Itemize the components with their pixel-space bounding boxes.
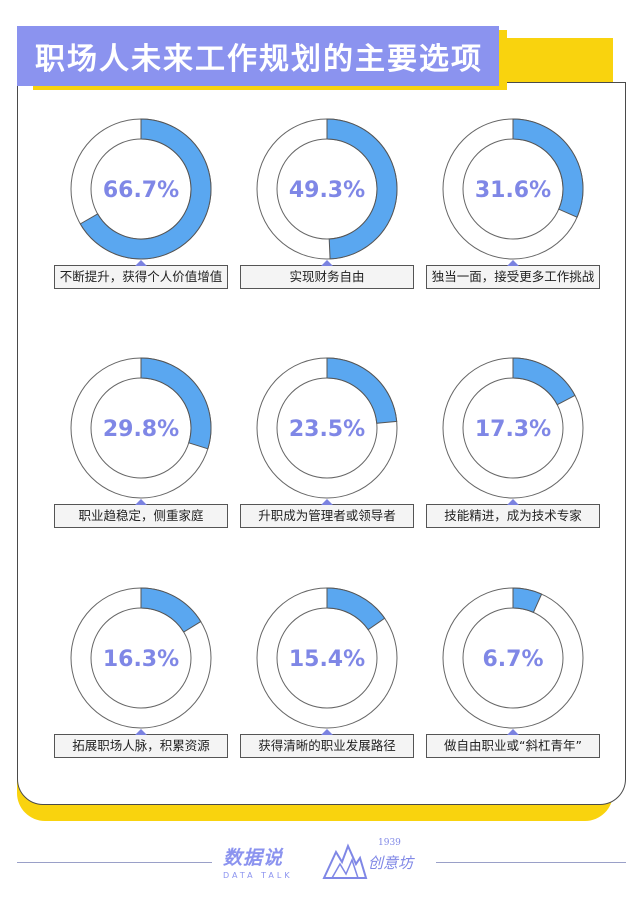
donut-chart: 17.3%: [442, 357, 584, 499]
brand-year: 1939: [378, 838, 401, 848]
brand-data-talk-subtitle: DATA TALK: [223, 871, 293, 880]
donut-category-label: 职业趋稳定，侧重家庭: [54, 504, 228, 528]
donut-arc: [326, 587, 386, 631]
label-pointer-icon: [135, 499, 147, 505]
donut-category-label: 获得清晰的职业发展路径: [240, 734, 414, 758]
label-pointer-icon: [507, 260, 519, 266]
label-pointer-icon: [321, 729, 333, 735]
label-pointer-icon: [135, 260, 147, 266]
donut-percent-label: 6.7%: [482, 647, 543, 672]
donut-label-box: 职业趋稳定，侧重家庭: [54, 499, 228, 530]
donut-label-box: 技能精进，成为技术专家: [426, 499, 600, 530]
donut-category-label: 不断提升，获得个人价值增值: [54, 265, 228, 289]
donut-percent-label: 16.3%: [103, 647, 179, 672]
donut-chart: 23.5%: [256, 357, 398, 499]
donut-item: 6.7% 做自由职业或“斜杠青年”: [426, 586, 600, 760]
brand-data-talk-name: 数据说: [223, 847, 284, 869]
donut-category-label: 技能精进，成为技术专家: [426, 504, 600, 528]
donut-label-box: 做自由职业或“斜杠青年”: [426, 729, 600, 760]
donut-item: 49.3% 实现财务自由: [240, 117, 414, 291]
label-pointer-icon: [135, 729, 147, 735]
page-title: 职场人未来工作规划的主要选项: [35, 42, 483, 77]
donut-chart: 15.4%: [256, 587, 398, 729]
donut-chart: 29.8%: [70, 357, 212, 499]
donut-item: 16.3% 拓展职场人脉，积累资源: [54, 586, 228, 760]
donut-label-box: 不断提升，获得个人价值增值: [54, 260, 228, 291]
donut-percent-label: 15.4%: [289, 647, 365, 672]
donut-item: 17.3% 技能精进，成为技术专家: [426, 356, 600, 530]
donut-item: 31.6% 独当一面，接受更多工作挑战: [426, 117, 600, 291]
chart-card: [17, 82, 626, 805]
donut-arc: [140, 357, 212, 450]
label-pointer-icon: [507, 499, 519, 505]
donut-arc: [140, 587, 202, 633]
donut-chart: 31.6%: [442, 118, 584, 260]
donut-percent-label: 29.8%: [103, 417, 179, 442]
donut-percent-label: 49.3%: [289, 178, 365, 203]
donut-arc: [512, 587, 543, 614]
donut-percent-label: 17.3%: [475, 417, 551, 442]
brand-chuangyifang-logo: 1939 创意坊: [322, 838, 422, 882]
donut-chart: 6.7%: [442, 587, 584, 729]
donut-percent-label: 31.6%: [475, 178, 551, 203]
donut-percent-label: 66.7%: [103, 178, 179, 203]
footer-divider-right: [436, 862, 626, 863]
donut-arc: [512, 118, 584, 218]
donut-arc: [326, 357, 398, 424]
mountain-logo-icon: [322, 843, 368, 879]
donut-category-label: 做自由职业或“斜杠青年”: [426, 734, 600, 758]
footer-divider-left: [17, 862, 212, 863]
label-pointer-icon: [321, 260, 333, 266]
donut-label-box: 独当一面，接受更多工作挑战: [426, 260, 600, 291]
label-pointer-icon: [507, 729, 519, 735]
donut-arc: [326, 118, 398, 260]
donut-chart: 16.3%: [70, 587, 212, 729]
donut-item: 29.8% 职业趋稳定，侧重家庭: [54, 356, 228, 530]
label-pointer-icon: [321, 499, 333, 505]
donut-item: 15.4% 获得清晰的职业发展路径: [240, 586, 414, 760]
donut-category-label: 实现财务自由: [240, 265, 414, 289]
donut-item: 66.7% 不断提升，获得个人价值增值: [54, 117, 228, 291]
donut-label-box: 获得清晰的职业发展路径: [240, 729, 414, 760]
donut-chart: 49.3%: [256, 118, 398, 260]
title-bar: 职场人未来工作规划的主要选项: [17, 26, 499, 86]
donut-category-label: 升职成为管理者或领导者: [240, 504, 414, 528]
brand-data-talk-logo: 数据说 DATA TALK: [223, 843, 309, 883]
donut-item: 23.5% 升职成为管理者或领导者: [240, 356, 414, 530]
donut-label-box: 升职成为管理者或领导者: [240, 499, 414, 530]
donut-arc: [512, 357, 576, 406]
brand-chuangyifang-name: 创意坊: [368, 854, 414, 872]
donut-category-label: 拓展职场人脉，积累资源: [54, 734, 228, 758]
donut-label-box: 实现财务自由: [240, 260, 414, 291]
donut-chart: 66.7%: [70, 118, 212, 260]
donut-percent-label: 23.5%: [289, 417, 365, 442]
donut-arc: [79, 118, 212, 260]
donut-label-box: 拓展职场人脉，积累资源: [54, 729, 228, 760]
donut-category-label: 独当一面，接受更多工作挑战: [426, 265, 600, 289]
